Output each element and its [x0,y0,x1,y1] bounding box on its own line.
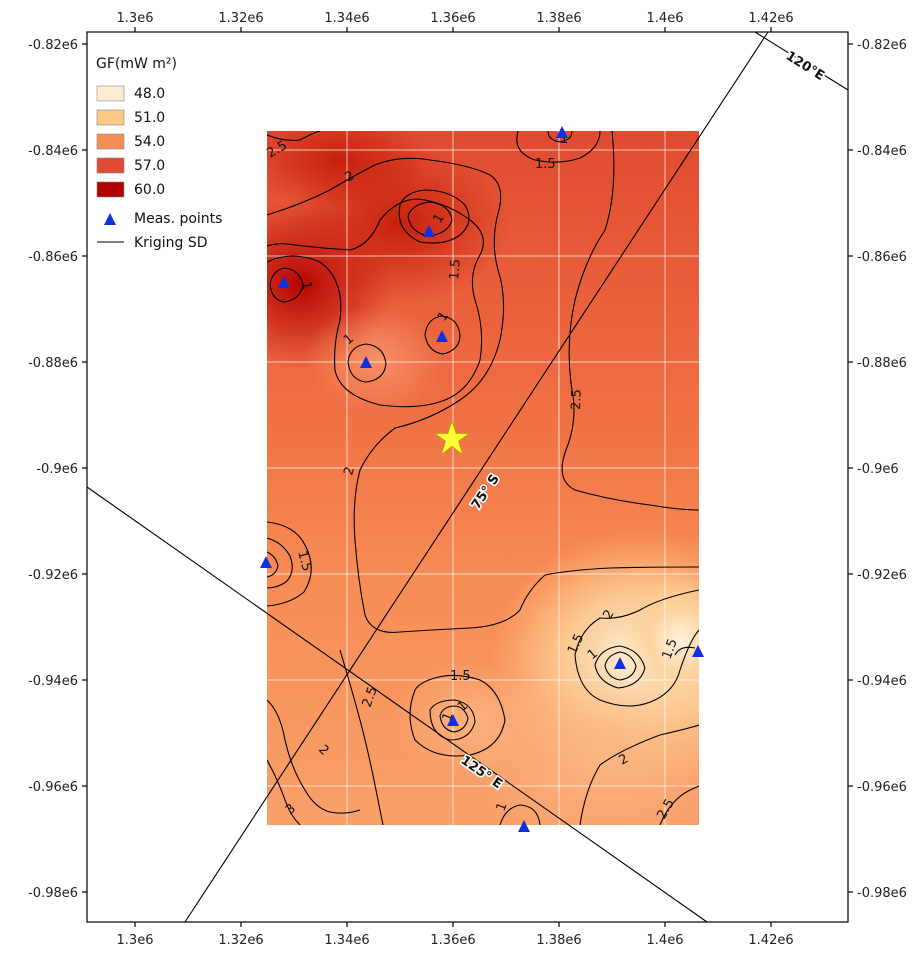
grid-lines [267,131,699,825]
meas-point [278,276,290,288]
contour-label: 1.5 [535,157,556,172]
legend-point-marker [104,213,116,225]
parallel-75s-line [184,31,769,923]
y-tick-label: -0.98e6 [28,886,78,901]
kriging-sd-contours [267,131,699,825]
meas-point [260,556,272,568]
meas-point [360,356,372,368]
legend-class-label: 60.0 [134,182,165,198]
y-tick-label: -0.9e6 [857,462,899,477]
meridian-125e-line [86,486,708,923]
x-tick-label: 1.34e6 [324,933,369,948]
legend-swatch [96,85,125,102]
y-tick-label: -0.94e6 [28,674,78,689]
y-tick-label: -0.96e6 [28,780,78,795]
contour-label: 1.5 [294,549,314,573]
contour-label: 2.5 [569,389,585,410]
y-tick-label: -0.84e6 [857,144,907,159]
contour-label: 1.5 [450,669,471,684]
y-tick-label: -0.88e6 [28,356,78,371]
legend-class-label: 51.0 [134,110,165,126]
x-tick-label: 1.34e6 [324,11,369,26]
meas-point [447,714,459,726]
legend-class-label: 48.0 [134,86,165,102]
y-tick-labels-right: -0.82e6 -0.84e6 -0.86e6 -0.88e6 -0.9e6 -… [857,38,907,901]
legend-class-label: 57.0 [134,158,165,174]
measurement-points [260,126,704,832]
y-tick-label: -0.9e6 [36,462,78,477]
x-tick-label: 1.42e6 [748,933,793,948]
x-tick-label: 1.36e6 [430,11,475,26]
y-tick-label: -0.84e6 [28,144,78,159]
legend-class-label: 54.0 [134,134,165,150]
lon-120e-label: 120°E [783,49,827,84]
y-tick-labels-left: -0.82e6 -0.84e6 -0.86e6 -0.88e6 -0.9e6 -… [28,38,78,901]
graticule [86,31,849,923]
meas-point [423,225,435,237]
contour-label: 1 [298,280,314,291]
contour-label: 1.5 [660,637,681,662]
x-tick-labels-top: 1.3e6 1.32e6 1.34e6 1.36e6 1.38e6 1.4e6 … [117,11,794,26]
legend-swatch [96,133,125,150]
meas-point [692,645,704,657]
meas-point [614,657,626,669]
site-star-marker [433,419,471,456]
x-tick-label: 1.38e6 [536,11,581,26]
x-tick-label: 1.4e6 [647,933,684,948]
axis-ticks [82,27,853,927]
legend-swatch [96,181,125,198]
y-tick-label: -0.96e6 [857,780,907,795]
contour-label: 1.5 [447,258,464,280]
y-tick-label: -0.88e6 [857,356,907,371]
x-tick-label: 1.3e6 [117,933,154,948]
x-tick-label: 1.42e6 [748,11,793,26]
y-tick-label: -0.94e6 [857,674,907,689]
y-tick-label: -0.92e6 [28,568,78,583]
x-tick-label: 1.32e6 [218,933,263,948]
y-tick-label: -0.86e6 [28,250,78,265]
contour-label: 1 [560,132,568,147]
meas-point [436,330,448,342]
x-tick-label: 1.4e6 [647,11,684,26]
meas-point [556,126,568,138]
y-tick-label: -0.82e6 [28,38,78,53]
meridian-120e-line [754,31,849,91]
legend-box [92,48,258,266]
x-tick-label: 1.3e6 [117,11,154,26]
contour-label: 2.5 [360,685,381,710]
legend-points-label: Meas. points [134,211,222,227]
legend-swatch [96,157,125,174]
legend-title: GF(mW m²) [96,56,177,72]
x-tick-labels-bottom: 1.3e6 1.32e6 1.34e6 1.36e6 1.38e6 1.4e6 … [117,933,794,948]
x-tick-label: 1.36e6 [430,933,475,948]
y-tick-label: -0.98e6 [857,886,907,901]
contour-label: 2 [341,465,358,477]
legend-line-label: Kriging SD [134,235,207,251]
x-tick-label: 1.32e6 [218,11,263,26]
meas-point [518,820,530,832]
y-tick-label: -0.82e6 [857,38,907,53]
y-tick-label: -0.86e6 [857,250,907,265]
x-tick-label: 1.38e6 [536,933,581,948]
plot-frame [86,31,849,923]
legend-swatch [96,109,125,126]
y-tick-label: -0.92e6 [857,568,907,583]
legend: GF(mW m²) 48.0 51.0 54.0 57.0 60.0 Meas.… [92,48,258,266]
